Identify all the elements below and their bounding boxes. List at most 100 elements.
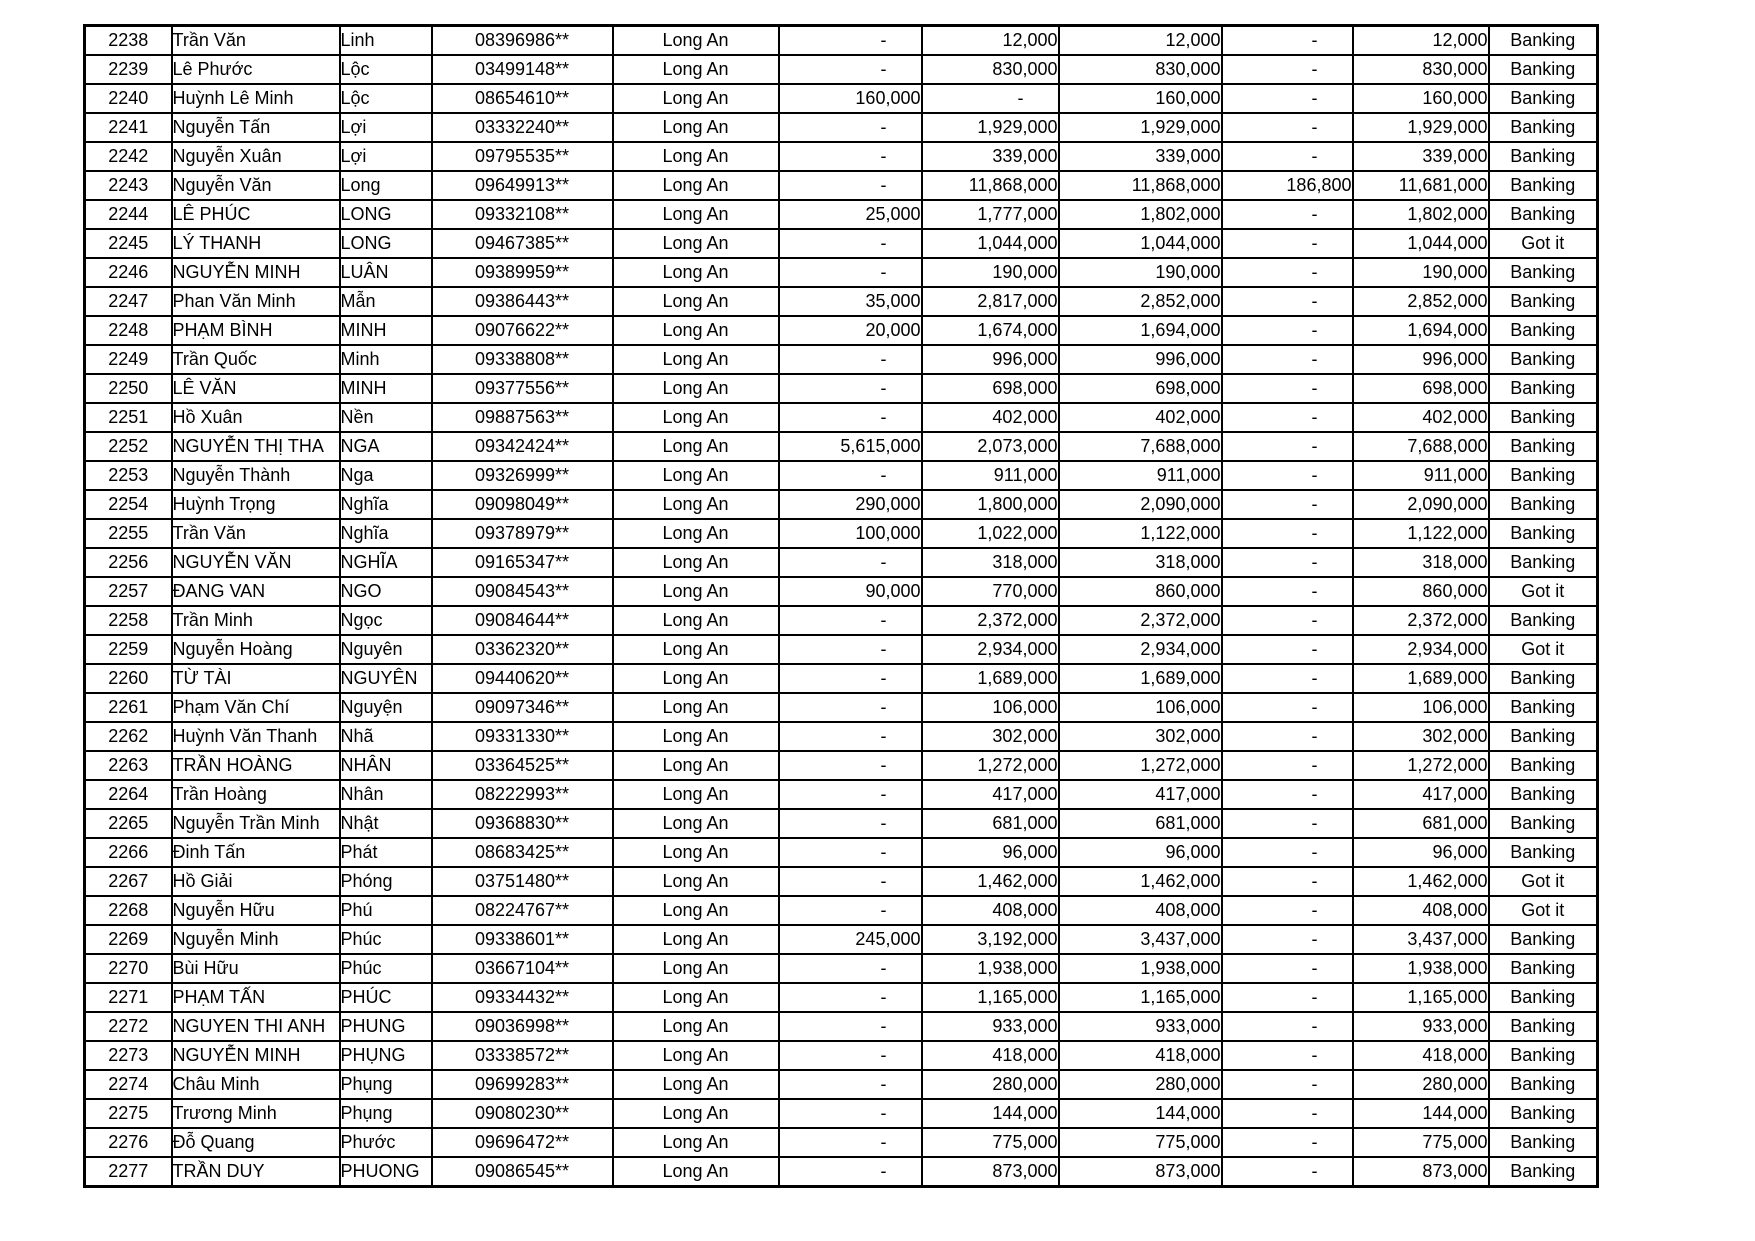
first-name-cell: NGUYỄN THỊ THA bbox=[170, 431, 341, 462]
status-cell: Got it bbox=[1487, 228, 1599, 259]
amount-total-cell: 160,000 bbox=[1057, 83, 1223, 114]
amount-1-cell: - bbox=[777, 1127, 923, 1158]
amount-1-cell: 90,000 bbox=[777, 576, 923, 607]
first-name-cell: ĐANG VAN bbox=[170, 576, 341, 607]
province-cell: Long An bbox=[611, 953, 780, 984]
row-id-cell: 2260 bbox=[83, 663, 173, 694]
amount-final-cell: 1,122,000 bbox=[1351, 518, 1490, 549]
amount-1-cell: - bbox=[777, 228, 923, 259]
amount-total-cell: 11,868,000 bbox=[1057, 170, 1223, 201]
row-id-cell: 2253 bbox=[83, 460, 173, 491]
province-cell: Long An bbox=[611, 779, 780, 810]
amount-2-cell: 2,817,000 bbox=[920, 286, 1060, 317]
amount-total-cell: 873,000 bbox=[1057, 1156, 1223, 1188]
table-row: 2251 Hồ Xuân Nền 09887563** Long An -402,000 4… bbox=[83, 402, 1599, 433]
amount-1-cell: 290,000 bbox=[777, 489, 923, 520]
table-row: 2241 Nguyễn Tấn Lợi 03332240** Long An -1,929… bbox=[83, 112, 1599, 143]
amount-deduct-cell: - bbox=[1220, 692, 1354, 723]
amount-1-cell: - bbox=[777, 373, 923, 404]
last-name-cell: PHUNG bbox=[338, 1011, 433, 1042]
amount-deduct-cell: - bbox=[1220, 460, 1354, 491]
first-name-cell: NGUYỄN MINH bbox=[170, 257, 341, 288]
province-cell: Long An bbox=[611, 257, 780, 288]
row-id-cell: 2259 bbox=[83, 634, 173, 665]
phone-cell: 03332240** bbox=[430, 112, 614, 143]
province-cell: Long An bbox=[611, 808, 780, 839]
amount-1-cell: - bbox=[777, 779, 923, 810]
amount-2-cell: 1,044,000 bbox=[920, 228, 1060, 259]
amount-final-cell: 933,000 bbox=[1351, 1011, 1490, 1042]
amount-2-cell: 1,272,000 bbox=[920, 750, 1060, 781]
phone-cell: 08224767** bbox=[430, 895, 614, 926]
province-cell: Long An bbox=[611, 924, 780, 955]
table-row: 2255 Trần Văn Nghĩa 09378979** Long An 100,00… bbox=[83, 518, 1599, 549]
amount-final-cell: 339,000 bbox=[1351, 141, 1490, 172]
amount-final-cell: 3,437,000 bbox=[1351, 924, 1490, 955]
amount-total-cell: 3,437,000 bbox=[1057, 924, 1223, 955]
amount-final-cell: 1,165,000 bbox=[1351, 982, 1490, 1013]
amount-1-cell: - bbox=[777, 170, 923, 201]
first-name-cell: Hồ Xuân bbox=[170, 402, 341, 433]
row-id-cell: 2267 bbox=[83, 866, 173, 897]
last-name-cell: Phóng bbox=[338, 866, 433, 897]
province-cell: Long An bbox=[611, 431, 780, 462]
amount-final-cell: 775,000 bbox=[1351, 1127, 1490, 1158]
amount-2-cell: 417,000 bbox=[920, 779, 1060, 810]
row-id-cell: 2251 bbox=[83, 402, 173, 433]
first-name-cell: Bùi Hữu bbox=[170, 953, 341, 984]
first-name-cell: Đinh Tấn bbox=[170, 837, 341, 868]
amount-deduct-cell: - bbox=[1220, 547, 1354, 578]
amount-total-cell: 830,000 bbox=[1057, 54, 1223, 85]
province-cell: Long An bbox=[611, 141, 780, 172]
amount-2-cell: 144,000 bbox=[920, 1098, 1060, 1129]
amount-total-cell: 96,000 bbox=[1057, 837, 1223, 868]
first-name-cell: Huỳnh Lê Minh bbox=[170, 83, 341, 114]
province-cell: Long An bbox=[611, 1069, 780, 1100]
row-id-cell: 2263 bbox=[83, 750, 173, 781]
first-name-cell: Huỳnh Văn Thanh bbox=[170, 721, 341, 752]
first-name-cell: Trần Minh bbox=[170, 605, 341, 636]
amount-deduct-cell: - bbox=[1220, 315, 1354, 346]
amount-2-cell: 106,000 bbox=[920, 692, 1060, 723]
status-cell: Banking bbox=[1487, 373, 1599, 404]
table-row: 2246 NGUYỄN MINH LUÂN 09389959** Long An -190… bbox=[83, 257, 1599, 288]
amount-final-cell: 1,694,000 bbox=[1351, 315, 1490, 346]
province-cell: Long An bbox=[611, 315, 780, 346]
last-name-cell: PHỤNG bbox=[338, 1040, 433, 1071]
amount-total-cell: 12,000 bbox=[1057, 24, 1223, 56]
table-row: 2266 Đinh Tấn Phát 08683425** Long An -96,000… bbox=[83, 837, 1599, 868]
amount-2-cell: 302,000 bbox=[920, 721, 1060, 752]
status-cell: Banking bbox=[1487, 605, 1599, 636]
amount-deduct-cell: - bbox=[1220, 402, 1354, 433]
amount-total-cell: 1,694,000 bbox=[1057, 315, 1223, 346]
last-name-cell: Nhân bbox=[338, 779, 433, 810]
amount-2-cell: 775,000 bbox=[920, 1127, 1060, 1158]
amount-2-cell: 11,868,000 bbox=[920, 170, 1060, 201]
phone-cell: 03364525** bbox=[430, 750, 614, 781]
data-table: 2238 Trần Văn Linh 08396986** Long An -12,000… bbox=[83, 24, 1599, 1188]
first-name-cell: Lê Phước bbox=[170, 54, 341, 85]
amount-deduct-cell: - bbox=[1220, 982, 1354, 1013]
amount-2-cell: 1,462,000 bbox=[920, 866, 1060, 897]
phone-cell: 09338808** bbox=[430, 344, 614, 375]
first-name-cell: Trương Minh bbox=[170, 1098, 341, 1129]
phone-cell: 09440620** bbox=[430, 663, 614, 694]
table-row: 2271 PHẠM TẤN PHÚC 09334432** Long An -1,165,… bbox=[83, 982, 1599, 1013]
amount-total-cell: 302,000 bbox=[1057, 721, 1223, 752]
status-cell: Banking bbox=[1487, 112, 1599, 143]
amount-2-cell: 2,934,000 bbox=[920, 634, 1060, 665]
row-id-cell: 2247 bbox=[83, 286, 173, 317]
status-cell: Banking bbox=[1487, 1098, 1599, 1129]
province-cell: Long An bbox=[611, 605, 780, 636]
status-cell: Banking bbox=[1487, 1127, 1599, 1158]
table-row: 2242 Nguyễn Xuân Lợi 09795535** Long An -339,… bbox=[83, 141, 1599, 172]
row-id-cell: 2271 bbox=[83, 982, 173, 1013]
phone-cell: 09084644** bbox=[430, 605, 614, 636]
status-cell: Banking bbox=[1487, 692, 1599, 723]
amount-1-cell: - bbox=[777, 1040, 923, 1071]
province-cell: Long An bbox=[611, 750, 780, 781]
last-name-cell: Phụng bbox=[338, 1098, 433, 1129]
table-row: 2277 TRẦN DUY PHUONG 09086545** Long An -873,… bbox=[83, 1156, 1599, 1188]
amount-1-cell: - bbox=[777, 837, 923, 868]
first-name-cell: Nguyễn Thành bbox=[170, 460, 341, 491]
